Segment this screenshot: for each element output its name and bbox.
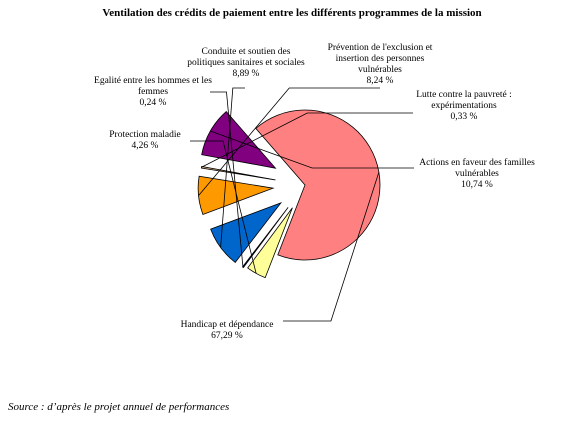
leader-line-egalite	[210, 91, 244, 268]
label-egalite-value: 0,24 %	[139, 98, 167, 108]
label-handicap-name: Handicap et dépendance	[180, 320, 274, 330]
pie-slice-lutte-pauvrete	[200, 166, 276, 181]
label-handicap-value: 67,29 %	[211, 331, 243, 341]
label-conduite-value: 8,89 %	[232, 69, 260, 79]
label-egalite: Egalité entre les hommes et les femmes 0…	[94, 76, 212, 109]
leader-line-lutte-pauvrete	[201, 112, 413, 168]
label-lutte-pauvrete-name: Lutte contre la pauvreté : expérimentati…	[416, 90, 512, 111]
label-handicap: Handicap et dépendance 67,29 %	[169, 320, 285, 342]
label-protection-maladie: Protection maladie 4,26 %	[100, 130, 190, 152]
leader-line-protection-maladie	[190, 140, 257, 274]
pie-slice-familles	[201, 111, 277, 169]
label-familles-value: 10,74 %	[461, 180, 493, 190]
chart-title: Ventilation des crédits de paiement entr…	[102, 7, 482, 19]
leader-line-handicap	[283, 172, 380, 322]
label-protection-maladie-value: 4,26 %	[131, 141, 159, 151]
leader-line-familles	[210, 130, 414, 169]
label-prevention: Prévention de l'exclusion et insertion d…	[318, 43, 442, 87]
label-egalite-name: Egalité entre les hommes et les femmes	[94, 76, 212, 97]
pie-slice-prevention	[197, 175, 275, 215]
label-lutte-pauvrete: Lutte contre la pauvreté : expérimentati…	[404, 90, 524, 123]
label-conduite: Conduite et soutien des politiques sanit…	[186, 47, 306, 80]
pie-slice-protection-maladie	[247, 207, 293, 279]
label-prevention-name: Prévention de l'exclusion et insertion d…	[327, 43, 433, 75]
label-prevention-value: 8,24 %	[366, 76, 394, 86]
label-familles: Actions en faveur des familles vulnérabl…	[414, 158, 540, 191]
label-lutte-pauvrete-value: 0,33 %	[450, 112, 478, 122]
label-familles-name: Actions en faveur des familles vulnérabl…	[419, 158, 535, 179]
label-protection-maladie-name: Protection maladie	[109, 130, 181, 140]
leader-line-conduite	[220, 87, 245, 248]
label-conduite-name: Conduite et soutien des politiques sanit…	[187, 47, 305, 68]
leader-line-prevention	[198, 87, 380, 196]
source-note: Source : d’après le projet annuel de per…	[8, 401, 230, 413]
